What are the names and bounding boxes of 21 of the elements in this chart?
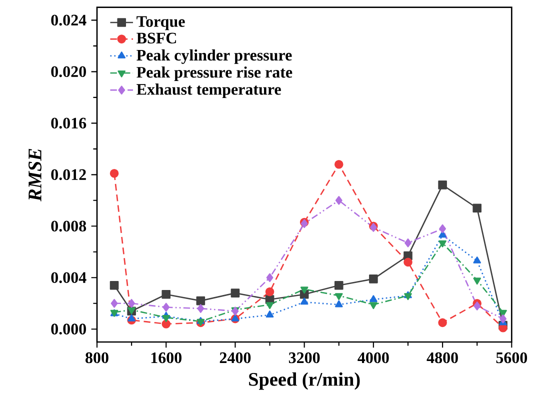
y-tick-label: 0.016 — [51, 118, 86, 129]
y-tick-label: 0.020 — [51, 66, 86, 78]
y-axis-title: RMSE — [28, 148, 42, 202]
x-tick-label: 4800 — [426, 352, 458, 364]
y-tick-label: 0.000 — [51, 324, 86, 335]
x-tick-label: 1600 — [151, 352, 182, 364]
x-tick-label: 2400 — [220, 352, 251, 364]
y-tick-label: 0.012 — [51, 169, 86, 180]
x-axis-title: Speed (r/min) — [249, 372, 360, 390]
legend-label: Exhaust temperature — [136, 84, 281, 98]
x-tick-label: 3200 — [288, 352, 320, 364]
x-tick-label: 800 — [86, 352, 108, 364]
legend-label: Peak pressure rise rate — [136, 66, 292, 81]
y-tick-label: 0.008 — [51, 220, 86, 232]
legend-label: BSFC — [136, 32, 176, 44]
y-tick-label: 0.024 — [51, 14, 86, 26]
x-tick-label: 5600 — [496, 352, 528, 364]
legend-label: Peak cylinder pressure — [136, 49, 292, 64]
legend-label: Torque — [136, 16, 185, 30]
y-tick-label: 0.004 — [51, 272, 86, 284]
x-tick-label: 4000 — [358, 352, 389, 364]
